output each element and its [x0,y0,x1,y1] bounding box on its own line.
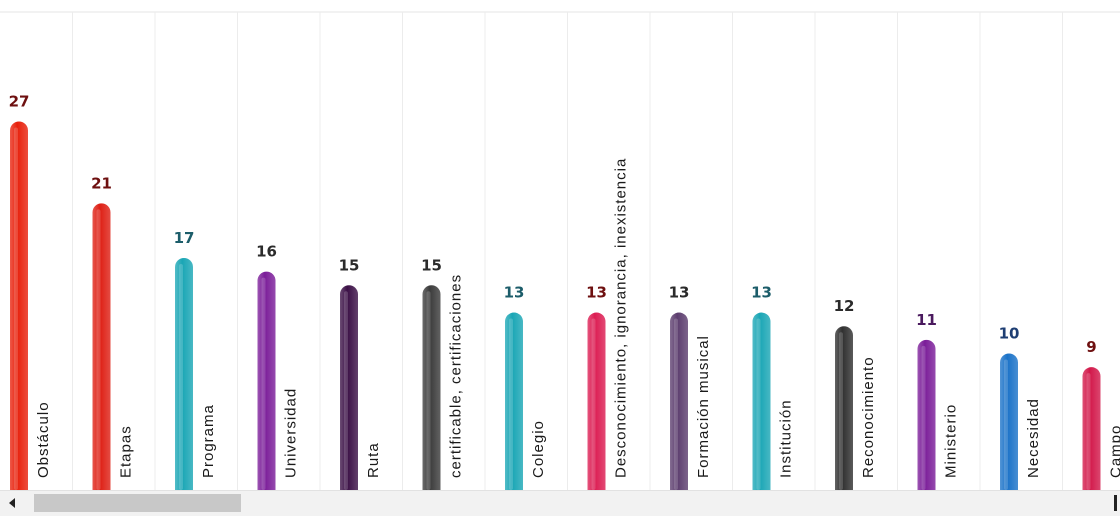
bar-10[interactable] [753,313,771,490]
bar-9[interactable] [670,313,688,490]
category-label: Ruta [365,442,382,478]
bar-14[interactable] [1083,367,1101,490]
category-label: Formación musical [695,335,712,478]
bar-2[interactable] [93,203,111,490]
bar-1[interactable] [10,121,28,490]
bar-highlight [922,346,926,490]
bar-chart: 27 Obstáculo 21 Etapas 17 Programa 16 Universid… [0,0,1120,490]
category-label: Desconocimiento, ignorancia, inexistenci… [613,158,630,478]
category-label: certificable, certificaciones [448,274,465,478]
scrollbar-thumb[interactable] [34,494,241,512]
category-label: Etapas [118,425,135,478]
horizontal-scrollbar[interactable] [0,490,1120,516]
value-label: 13 [504,284,525,302]
bar-highlight [97,209,101,490]
bar-highlight [14,127,18,490]
category-label: Necesidad [1025,398,1042,478]
value-label: 11 [916,311,937,329]
bar-4[interactable] [258,272,276,490]
value-label: 15 [421,256,442,274]
value-label: 17 [174,229,195,247]
bar-7[interactable] [505,313,523,490]
category-label: Ministerio [943,404,960,478]
bar-8[interactable] [588,313,606,490]
category-label: Reconocimiento [860,356,877,478]
bar-11[interactable] [835,326,853,490]
bar-highlight [757,319,761,490]
value-label: 13 [751,284,772,302]
bar-12[interactable] [918,340,936,490]
bar-highlight [592,319,596,490]
scroll-left-arrow-icon[interactable] [6,497,18,509]
value-label: 16 [256,243,277,261]
chart-bars [10,121,1101,490]
bar-highlight [509,319,513,490]
bar-highlight [427,291,431,490]
scroll-right-icon[interactable] [1112,495,1120,511]
value-label: 9 [1086,338,1096,356]
value-label: 13 [586,284,607,302]
bar-5[interactable] [340,285,358,490]
category-label: Institución [778,399,795,478]
category-label: Obstáculo [35,401,52,478]
category-label: Programa [200,404,217,478]
bar-highlight [674,319,678,490]
bar-6[interactable] [423,285,441,490]
bar-highlight [344,291,348,490]
value-label: 15 [339,256,360,274]
value-label: 13 [669,284,690,302]
bar-highlight [179,264,183,490]
value-label: 21 [91,174,112,192]
bar-3[interactable] [175,258,193,490]
value-label: 27 [9,92,30,110]
bar-highlight [1087,373,1091,490]
bar-highlight [839,332,843,490]
bar-highlight [1004,360,1008,491]
bar-highlight [262,278,266,490]
bar-13[interactable] [1000,354,1018,491]
category-label: Campo [1108,425,1120,478]
chart-canvas: 27 Obstáculo 21 Etapas 17 Programa 16 Universid… [0,0,1120,490]
category-label: Colegio [530,420,547,478]
value-label: 10 [999,325,1020,343]
value-label: 12 [834,297,855,315]
category-label: Universidad [283,388,300,478]
